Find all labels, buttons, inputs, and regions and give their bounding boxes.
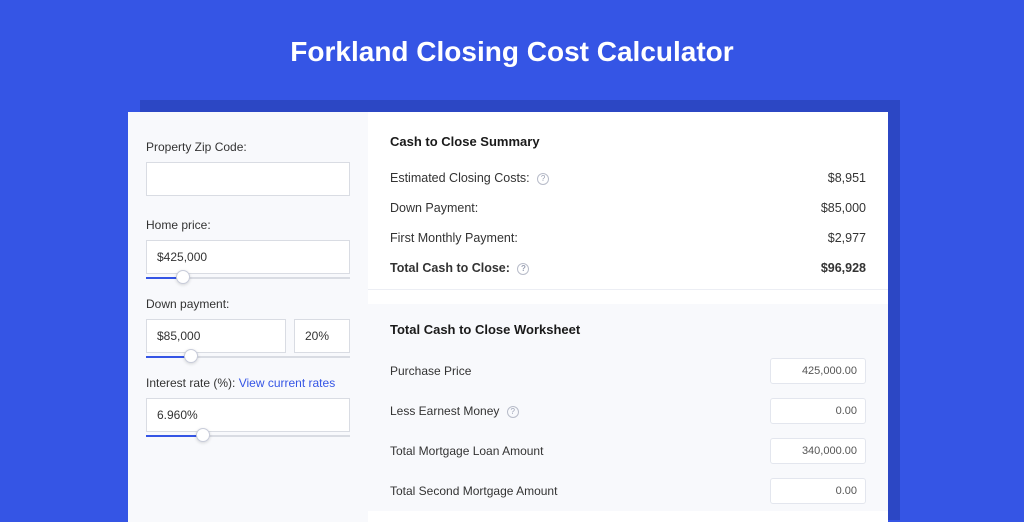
summary-total-value: $96,928 [821, 261, 866, 275]
zip-input[interactable] [146, 162, 350, 196]
summary-label: Down Payment: [390, 201, 478, 215]
summary-label: Estimated Closing Costs: [390, 171, 530, 185]
summary-row-down-payment: Down Payment: $85,000 [390, 193, 866, 223]
home-price-slider[interactable] [146, 277, 350, 279]
worksheet-row-earnest-money: Less Earnest Money ? [390, 391, 866, 431]
down-payment-input[interactable] [146, 319, 286, 353]
page-title: Forkland Closing Cost Calculator [0, 0, 1024, 92]
summary-value: $8,951 [828, 171, 866, 185]
summary-label: First Monthly Payment: [390, 231, 518, 245]
worksheet-label: Less Earnest Money [390, 404, 499, 418]
view-rates-link[interactable]: View current rates [239, 376, 336, 390]
home-price-group: Home price: [146, 218, 350, 279]
worksheet-value-input[interactable] [770, 478, 866, 504]
worksheet-label: Total Second Mortgage Amount [390, 484, 557, 498]
worksheet-value-input[interactable] [770, 358, 866, 384]
summary-row-total: Total Cash to Close: ? $96,928 [390, 253, 866, 283]
worksheet-row-purchase-price: Purchase Price [390, 351, 866, 391]
help-icon[interactable]: ? [517, 263, 529, 275]
interest-slider[interactable] [146, 435, 350, 437]
interest-label-text: Interest rate (%): [146, 376, 239, 390]
home-price-label: Home price: [146, 218, 350, 232]
down-payment-slider-thumb[interactable] [184, 349, 198, 363]
summary-title: Cash to Close Summary [390, 134, 866, 149]
worksheet-section: Total Cash to Close Worksheet Purchase P… [368, 304, 888, 511]
zip-field-group: Property Zip Code: [146, 140, 350, 200]
help-icon[interactable]: ? [507, 406, 519, 418]
zip-label: Property Zip Code: [146, 140, 350, 154]
worksheet-title: Total Cash to Close Worksheet [390, 322, 866, 337]
down-payment-slider[interactable] [146, 356, 350, 358]
help-icon[interactable]: ? [537, 173, 549, 185]
summary-row-first-payment: First Monthly Payment: $2,977 [390, 223, 866, 253]
down-payment-pct-input[interactable] [294, 319, 350, 353]
home-price-slider-thumb[interactable] [176, 270, 190, 284]
interest-label: Interest rate (%): View current rates [146, 376, 350, 390]
worksheet-label: Total Mortgage Loan Amount [390, 444, 543, 458]
divider [368, 289, 888, 290]
worksheet-row-second-mortgage: Total Second Mortgage Amount [390, 471, 866, 511]
summary-total-label: Total Cash to Close: [390, 261, 510, 275]
worksheet-row-mortgage-amount: Total Mortgage Loan Amount [390, 431, 866, 471]
inputs-column: Property Zip Code: Home price: Down paym… [128, 112, 368, 522]
summary-row-closing-costs: Estimated Closing Costs: ? $8,951 [390, 163, 866, 193]
interest-input[interactable] [146, 398, 350, 432]
calculator-panel: Property Zip Code: Home price: Down paym… [128, 112, 888, 522]
summary-value: $85,000 [821, 201, 866, 215]
home-price-input[interactable] [146, 240, 350, 274]
summary-value: $2,977 [828, 231, 866, 245]
interest-group: Interest rate (%): View current rates [146, 376, 350, 437]
worksheet-value-input[interactable] [770, 438, 866, 464]
worksheet-value-input[interactable] [770, 398, 866, 424]
down-payment-label: Down payment: [146, 297, 350, 311]
down-payment-group: Down payment: [146, 297, 350, 358]
results-column: Cash to Close Summary Estimated Closing … [368, 112, 888, 522]
interest-slider-fill [146, 435, 203, 437]
worksheet-label: Purchase Price [390, 364, 471, 378]
interest-slider-thumb[interactable] [196, 428, 210, 442]
